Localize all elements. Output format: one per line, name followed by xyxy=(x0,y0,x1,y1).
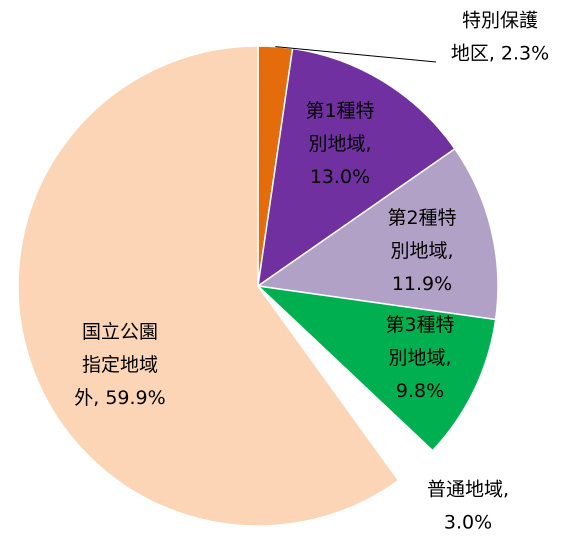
slice-label-4: 普通地域, 3.0% xyxy=(427,479,509,534)
slice-label-5: 国立公園指定地域外, 59.9% xyxy=(74,321,165,409)
slice-label-line: 地区, 2.3% xyxy=(451,43,549,65)
slice-label-line: 3.0% xyxy=(444,512,492,534)
slice-label-1: 第1種特別地域, 13.0% xyxy=(305,100,374,188)
slice-label-line: 第3種特 xyxy=(385,314,454,336)
slice-label-line: 特別保護 xyxy=(462,10,538,32)
slice-label-line: 第2種特 xyxy=(387,207,456,229)
leader-line-特別保護地区 xyxy=(275,46,437,63)
slice-label-0: 特別保護地区, 2.3% xyxy=(451,10,549,65)
slice-label-line: 第1種特 xyxy=(305,100,374,122)
slice-label-line: 11.9% xyxy=(392,273,452,295)
pie-slice-1 xyxy=(257,47,456,288)
pie-slice-3 xyxy=(255,284,497,452)
pie-slices xyxy=(17,45,499,527)
pie-slice-5 xyxy=(17,45,400,527)
slice-label-line: 別地域, xyxy=(388,347,451,369)
slice-label-2: 第2種特別地域, 11.9% xyxy=(387,207,456,295)
slice-label-line: 別地域, xyxy=(308,133,371,155)
slice-labels: 特別保護地区, 2.3%第1種特別地域, 13.0%第2種特別地域, 11.9%第3… xyxy=(74,10,549,534)
slice-label-line: 指定地域 xyxy=(82,354,158,376)
slice-label-line: 普通地域, xyxy=(427,479,509,501)
slice-label-3: 第3種特別地域, 9.8% xyxy=(385,314,454,402)
slice-label-line: 外, 59.9% xyxy=(74,387,165,409)
pie-slice-2 xyxy=(256,147,499,321)
slice-label-line: 別地域, xyxy=(390,240,453,262)
slice-label-line: 9.8% xyxy=(396,380,444,402)
slice-label-line: 国立公園 xyxy=(82,321,158,343)
slice-label-line: 13.0% xyxy=(310,166,370,188)
